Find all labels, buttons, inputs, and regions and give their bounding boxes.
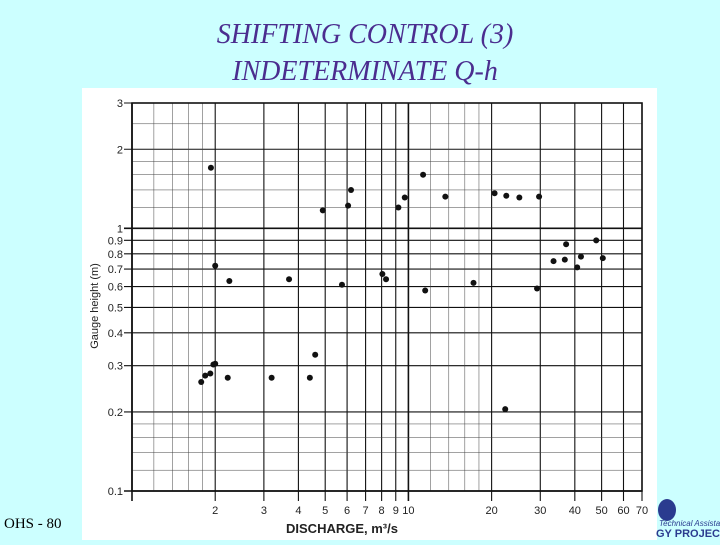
data-point xyxy=(268,374,275,381)
data-point xyxy=(422,287,429,294)
data-point xyxy=(574,264,581,271)
data-point xyxy=(202,372,209,379)
data-point xyxy=(395,204,402,211)
y-tick-label: 0.1 xyxy=(108,486,123,498)
project-logo xyxy=(657,498,720,540)
data-point-layer xyxy=(198,164,606,413)
y-tick-label: 1 xyxy=(117,223,123,235)
data-point xyxy=(442,193,449,200)
x-tick-label: 70 xyxy=(636,505,648,517)
data-point xyxy=(207,164,214,171)
data-point xyxy=(503,192,510,199)
data-point xyxy=(212,262,219,269)
chart-figure: 0.1 0.2 0.3 0.4 0.5 0.6 0.7 0.8 0.9 1 2 3 2 3 4 5 6 7 8 9 10… xyxy=(82,88,657,540)
slide-title-line-2: INDETERMINATE Q-h xyxy=(232,56,498,87)
data-point xyxy=(401,194,408,201)
data-point xyxy=(593,237,600,244)
x-tick-label: 3 xyxy=(261,505,267,517)
data-point xyxy=(502,406,509,413)
y-tick-label: 0.6 xyxy=(108,282,123,294)
grid-layer xyxy=(124,102,643,501)
plot-border xyxy=(131,102,643,492)
x-tick-label: 50 xyxy=(595,505,607,517)
x-tick-label: 8 xyxy=(379,505,385,517)
y-axis-label: Gauge height (m) xyxy=(89,263,101,349)
data-point xyxy=(420,171,427,178)
data-point xyxy=(379,271,386,278)
data-point xyxy=(599,255,606,262)
data-point xyxy=(198,378,205,385)
data-point xyxy=(536,193,543,200)
y-tick-label: 0.5 xyxy=(108,302,123,314)
slide-number: OHS - 80 xyxy=(4,516,62,532)
data-point xyxy=(550,258,557,265)
x-tick-label: 2 xyxy=(212,505,218,517)
data-point xyxy=(563,241,570,248)
data-point xyxy=(516,194,523,201)
y-tick-label: 3 xyxy=(117,98,123,110)
y-tick-label: 0.8 xyxy=(108,249,123,261)
scatter-chart: 0.1 0.2 0.3 0.4 0.5 0.6 0.7 0.8 0.91 2 3 2 3 4 5 6 7 8 9 10… xyxy=(89,98,648,536)
data-point xyxy=(207,370,214,377)
x-tick-label: 4 xyxy=(295,505,301,517)
data-point xyxy=(561,256,568,263)
x-tick-label: 7 xyxy=(363,505,369,517)
data-point xyxy=(338,281,345,288)
y-tick-label: 0.2 xyxy=(108,407,123,419)
x-tick-label: 6 xyxy=(344,505,350,517)
y-tick-label: 0.3 xyxy=(108,361,123,373)
y-tick-label: 0.7 xyxy=(108,264,123,276)
x-tick-label: 30 xyxy=(534,505,546,517)
logo-project-name: GY PROJECT xyxy=(656,528,720,540)
data-point xyxy=(319,207,326,214)
slide-title-line-1: SHIFTING CONTROL (3) xyxy=(216,19,514,50)
data-point xyxy=(306,374,313,381)
logo-caption: Technical Assistance xyxy=(659,519,720,528)
data-point xyxy=(534,285,541,292)
data-point xyxy=(286,276,293,283)
tick-label-layer: 0.1 0.2 0.3 0.4 0.5 0.6 0.7 0.8 0.91 2 3 2 3 4 5 6 7 8 9 10… xyxy=(108,98,648,517)
data-point xyxy=(470,279,477,286)
x-tick-label: 20 xyxy=(485,505,497,517)
data-point xyxy=(226,278,233,285)
x-tick-label: 5 xyxy=(322,505,328,517)
data-point xyxy=(491,190,498,197)
x-tick-label: 9 xyxy=(393,505,399,517)
data-point xyxy=(348,186,355,193)
data-point xyxy=(210,361,217,368)
x-tick-label: 10 xyxy=(402,505,414,517)
data-point xyxy=(383,276,390,283)
data-point xyxy=(224,374,231,381)
x-tick-label: 60 xyxy=(617,505,629,517)
y-tick-label: 0.9 xyxy=(108,235,123,247)
data-point xyxy=(312,351,319,358)
x-axis-label: DISCHARGE, m³/s xyxy=(286,521,398,536)
data-point xyxy=(345,202,352,209)
y-tick-label: 0.4 xyxy=(108,328,123,340)
x-tick-label: 40 xyxy=(569,505,581,517)
data-point xyxy=(577,253,584,260)
y-tick-label: 2 xyxy=(117,144,123,156)
